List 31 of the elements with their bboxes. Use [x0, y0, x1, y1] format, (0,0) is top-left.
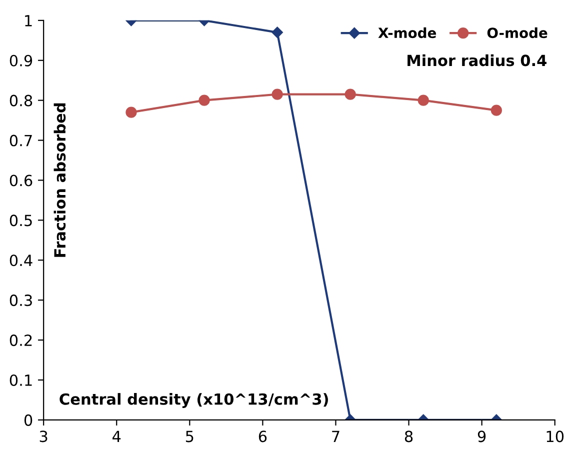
point — [272, 88, 283, 100]
point — [126, 106, 137, 118]
x-tick-label: 10 — [546, 430, 564, 442]
y-tick-label: 0 — [24, 414, 32, 426]
legend-label: O-mode — [487, 27, 548, 38]
y-axis-title: Fraction absorbed — [54, 103, 66, 257]
point — [418, 94, 429, 106]
x-tick-label: 7 — [332, 430, 340, 442]
point — [490, 104, 502, 116]
y-tick-label: 0.6 — [10, 174, 32, 186]
y-tick-label: 0.7 — [10, 134, 32, 146]
y-tick-label: 0.9 — [10, 54, 32, 66]
x-tick-label: 6 — [258, 430, 267, 442]
x-tick-label: 3 — [40, 430, 48, 442]
y-tick-label: 0.2 — [10, 334, 32, 346]
y-tick-label: 0.8 — [10, 94, 32, 106]
point — [272, 26, 283, 38]
y-tick-label: 1 — [25, 15, 32, 26]
annotation: Minor radius 0.4 — [408, 54, 546, 66]
y-tick-label: 0.5 — [10, 214, 32, 226]
x-tick-label: 5 — [186, 430, 194, 442]
x-tick-label: 4 — [112, 430, 121, 442]
y-tick-label: 0.3 — [10, 294, 32, 306]
x-tick-label: 9 — [478, 430, 486, 442]
point — [198, 94, 210, 106]
x-tick-label: 8 — [404, 430, 413, 442]
legend-label: X-mode — [378, 27, 436, 38]
x-axis-title: Central density (x10^13/cm^3) — [60, 393, 328, 408]
y-tick-label: 0.4 — [10, 254, 32, 266]
y-tick-label: 0.1 — [10, 374, 32, 386]
point — [344, 88, 356, 100]
